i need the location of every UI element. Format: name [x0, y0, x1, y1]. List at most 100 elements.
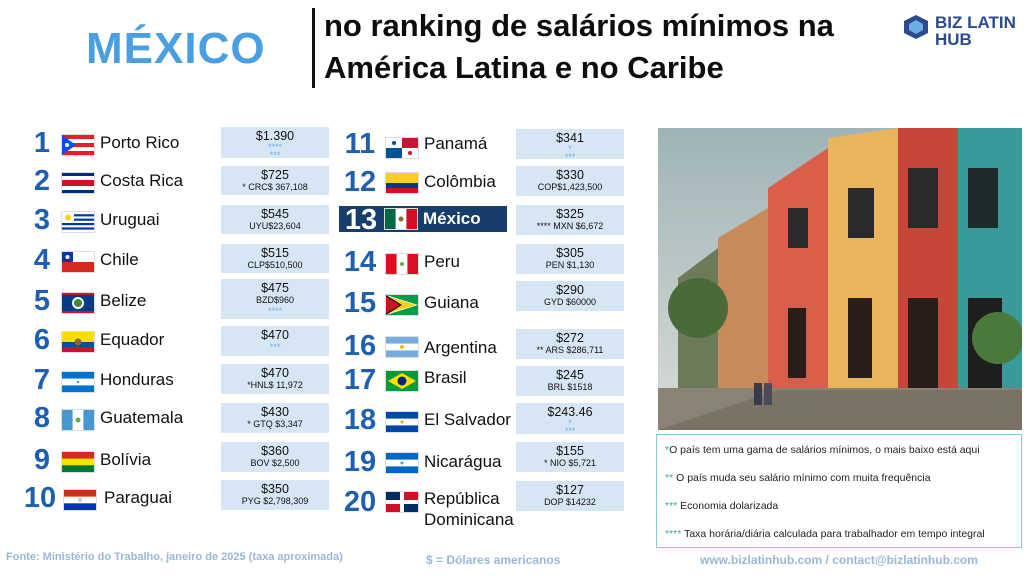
salary-marks: ***: [269, 342, 281, 352]
el-salvador-flag-icon: [386, 412, 418, 432]
country-name: Porto Rico: [100, 133, 180, 152]
salary-local: DOP $14232: [544, 497, 596, 507]
rank-number: 14: [343, 246, 377, 278]
argentina-flag-icon: [386, 337, 418, 357]
salary-usd: $1.390: [255, 129, 295, 143]
street-scene-image: [658, 128, 1022, 430]
footer-website-link[interactable]: www.bizlatinhub.com / contact@bizlatinhu…: [700, 553, 978, 567]
country-name: Honduras: [100, 370, 174, 389]
salary-usd: $290: [556, 283, 584, 297]
salary-local: *HNL$ 11,972: [247, 380, 303, 390]
panama-flag-icon: [386, 138, 418, 158]
footnote-mark: **: [665, 472, 674, 484]
salary-box: $360 BOV $2,500: [221, 442, 329, 472]
salary-box: $325 **** MXN $6,672: [516, 205, 624, 235]
country-name: Uruguai: [100, 210, 160, 229]
salary-local: ** ARS $286,711: [536, 345, 604, 355]
salary-usd: $470: [261, 366, 289, 380]
country-name: Costa Rica: [100, 171, 184, 190]
rank-number: 4: [33, 244, 51, 276]
header-title-line1: no ranking de salários mínimos na: [324, 8, 834, 43]
colombia-flag-icon: [386, 173, 418, 193]
salary-local: **** MXN $6,672: [536, 221, 604, 231]
chile-flag-icon: [62, 252, 94, 272]
salary-usd: $272: [556, 331, 584, 345]
footnote-mark: ***: [665, 500, 678, 512]
country-name: Peru: [424, 252, 460, 271]
footnote-text: Economia dolarizada: [677, 500, 779, 512]
salary-box: $243.46 * ***: [516, 403, 624, 436]
footer-source: Fonte: Ministério do Trabalho, janeiro d…: [6, 551, 343, 563]
salary-box: $545 UYU$23,604: [221, 205, 329, 234]
country-name: Belize: [100, 291, 147, 310]
rank-number: 1: [33, 127, 51, 159]
salary-box: $725 * CRC$ 367,108: [221, 166, 329, 195]
ecuador-flag-icon: [62, 332, 94, 352]
country-name: Guiana: [424, 293, 479, 312]
salary-usd: $243.46: [547, 405, 593, 419]
salary-marks: ****: [267, 306, 282, 316]
salary-local: BRL $1518: [547, 382, 593, 392]
rank-number: 2: [33, 165, 51, 197]
country-name: República Dominicana: [424, 489, 514, 529]
rank-number: 8: [33, 402, 51, 434]
salary-usd: $127: [556, 483, 584, 497]
mexico-flag-icon: [385, 209, 417, 229]
rank-number: 3: [33, 204, 51, 236]
footnote: **** Taxa horária/diária calculada para …: [665, 528, 985, 540]
belize-flag-icon: [62, 293, 94, 313]
footnote-text: O país muda seu salário mínimo com muita…: [673, 472, 931, 484]
country-name: Argentina: [424, 338, 497, 357]
guatemala-flag-icon: [62, 410, 94, 430]
rank-number: 11: [344, 128, 376, 160]
salary-usd: $515: [261, 246, 289, 260]
salary-box: $245 BRL $1518: [516, 366, 624, 396]
rank-number: 9: [33, 444, 51, 476]
salary-usd: $360: [261, 444, 289, 458]
costa-rica-flag-icon: [62, 173, 94, 193]
salary-local: BOV $2,500: [250, 458, 300, 468]
rank-number: 6: [33, 324, 51, 356]
country-name: Paraguai: [104, 488, 173, 507]
dominican-republic-flag-icon: [386, 492, 418, 512]
salary-marks: **** ***: [267, 142, 282, 160]
salary-box: $305 PEN $1,130: [516, 244, 624, 274]
country-name: El Salvador: [424, 410, 511, 429]
salary-box: $330 COP$1,423,500: [516, 166, 624, 196]
colonial-street-photo: [658, 128, 1022, 430]
guyana-flag-icon: [386, 295, 418, 315]
nicaragua-flag-icon: [386, 453, 418, 473]
salary-local: * NIO $5,721: [543, 458, 597, 468]
salary-usd: $325: [556, 207, 584, 221]
footnote-mark: ****: [665, 528, 682, 540]
rank-number: 19: [343, 446, 377, 478]
logo-mark-icon: [904, 15, 928, 39]
rank-number: 7: [33, 364, 51, 396]
salary-usd: $155: [556, 444, 584, 458]
salary-box: $127 DOP $14232: [516, 481, 624, 511]
country-name: Nicarágua: [424, 452, 502, 471]
country-name: Panamá: [424, 134, 488, 153]
uruguay-flag-icon: [62, 212, 94, 232]
country-name: Guatemala: [100, 408, 184, 427]
salary-local: PEN $1,130: [545, 260, 595, 270]
header-title-line2: América Latina e no Caribe: [324, 50, 724, 85]
salary-local: COP$1,423,500: [537, 182, 603, 192]
salary-usd: $341: [556, 131, 584, 145]
salary-box: $515 CLP$510,500: [221, 244, 329, 273]
biz-latin-hub-logo: BIZ LATIN HUB: [903, 12, 1023, 52]
salary-marks: * ***: [564, 418, 576, 436]
bolivia-flag-icon: [62, 452, 94, 472]
brazil-flag-icon: [386, 371, 418, 391]
header-country: MÉXICO: [86, 24, 266, 73]
country-name: Equador: [100, 330, 165, 349]
country-name: México: [423, 209, 481, 228]
rank-number: 17: [343, 364, 377, 396]
footnote: *** Economia dolarizada: [665, 500, 778, 512]
salary-marks: * ***: [564, 144, 576, 162]
salary-usd: $545: [261, 207, 289, 221]
salary-usd: $470: [261, 328, 289, 342]
salary-local: * GTQ $3,347: [247, 419, 303, 429]
salary-box: $1.390 **** ***: [221, 127, 329, 160]
salary-box: $272 ** ARS $286,711: [516, 329, 624, 359]
